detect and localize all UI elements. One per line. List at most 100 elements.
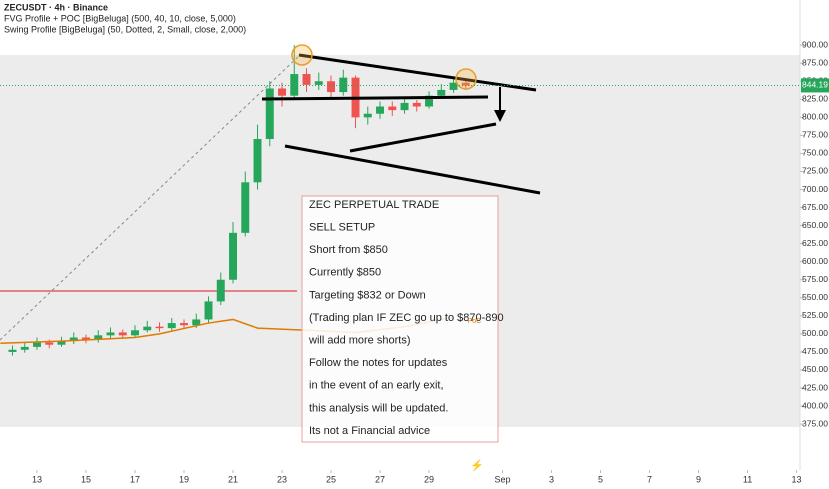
y-tick-label: 575.00	[802, 274, 828, 284]
candle-body	[400, 102, 409, 111]
candle-body	[192, 319, 201, 326]
candle-body	[290, 74, 299, 96]
note-line: Currently $850	[309, 267, 381, 279]
candle-body	[155, 326, 164, 329]
candle-body	[57, 341, 66, 345]
x-tick-label: 9	[696, 474, 701, 484]
candle-body	[302, 74, 311, 85]
candle-body	[363, 113, 372, 118]
x-tick-label: 5	[598, 474, 603, 484]
note-line: Short from $850	[309, 244, 388, 256]
y-tick-label: 400.00	[802, 400, 828, 410]
candle-body	[314, 81, 323, 85]
candle-body	[376, 106, 385, 114]
x-tick-label: 27	[375, 474, 385, 484]
y-tick-label: 450.00	[802, 364, 828, 374]
y-tick-label: 500.00	[802, 328, 828, 338]
candle-body	[253, 138, 262, 183]
y-tick-label: 675.00	[802, 202, 828, 212]
y-tick-label: 525.00	[802, 310, 828, 320]
x-tick-label: 15	[81, 474, 91, 484]
note-line: will add more shorts)	[308, 335, 410, 347]
x-tick-label: 29	[424, 474, 434, 484]
candle-body	[461, 82, 470, 86]
arrow-head	[494, 110, 506, 122]
candle-body	[216, 279, 225, 302]
x-tick-label: 21	[228, 474, 238, 484]
highlight-circle	[455, 68, 477, 90]
candle-body	[69, 337, 78, 342]
x-tick-label: 11	[743, 474, 752, 484]
y-tick-label: 650.00	[802, 220, 828, 230]
candle-body	[265, 88, 274, 139]
candle-body	[229, 232, 237, 280]
note-line: Its not a Financial advice	[309, 425, 430, 437]
candle-body	[278, 88, 287, 96]
x-tick-label: Sep	[495, 474, 511, 484]
candle-body	[204, 301, 213, 320]
note-line: Targeting $832 or Down	[309, 289, 426, 301]
candle-body	[143, 326, 152, 331]
poc-label: PoC	[468, 318, 482, 325]
candle-body	[82, 337, 90, 340]
x-tick-label: 19	[179, 474, 189, 484]
candle-body	[437, 89, 446, 96]
y-tick-label: 800.00	[802, 112, 828, 122]
y-tick-label: 550.00	[802, 292, 828, 302]
note-line: Follow the notes for updates	[309, 357, 448, 369]
last-price-label: 844.19	[802, 80, 828, 90]
candle-body	[449, 82, 458, 90]
y-tick-label: 750.00	[802, 148, 828, 158]
indicator-label: FVG Profile + POC [BigBeluga] (500, 40, …	[4, 13, 236, 23]
x-tick-label: 23	[277, 474, 287, 484]
x-tick-label: 13	[792, 474, 802, 484]
event-icon: ⚡	[470, 459, 484, 472]
note-line: this analysis will be updated.	[309, 402, 448, 414]
y-tick-label: 700.00	[802, 184, 828, 194]
indicator-label: Swing Profile [BigBeluga] (50, Dotted, 2…	[4, 24, 246, 34]
x-tick-label: 3	[549, 474, 554, 484]
symbol-title: ZECUSDT · 4h · Binance	[4, 2, 108, 12]
candle-body	[20, 346, 29, 350]
candle-body	[241, 182, 250, 233]
y-tick-label: 375.00	[802, 418, 828, 428]
candle-body	[131, 330, 139, 336]
trend-line	[284, 144, 541, 195]
note-box	[301, 195, 499, 443]
y-tick-label: 600.00	[802, 256, 828, 266]
x-tick-label: 7	[647, 474, 652, 484]
note-line: ZEC PERPETUAL TRADE	[309, 199, 439, 211]
candle-body	[180, 323, 188, 326]
y-tick-label: 900.00	[802, 39, 828, 49]
y-tick-label: 625.00	[802, 238, 828, 248]
y-tick-label: 875.00	[802, 57, 828, 67]
trend-line	[349, 122, 497, 153]
x-tick-label: 17	[130, 474, 140, 484]
note-line: (Trading plan IF ZEC go up to $870-890	[309, 312, 504, 324]
y-tick-label: 775.00	[802, 130, 828, 140]
candle-body	[33, 342, 41, 347]
y-tick-label: 725.00	[802, 166, 828, 176]
note-line: SELL SETUP	[309, 222, 375, 234]
last-price-box	[801, 78, 829, 93]
candle-body	[167, 323, 176, 329]
trend-line	[298, 53, 537, 92]
y-tick-label: 825.00	[802, 94, 828, 104]
trend-line	[261, 95, 489, 101]
highlight-circle	[291, 44, 313, 66]
note-line: in the event of an early exit,	[309, 380, 444, 392]
candle-body	[388, 106, 397, 111]
candle-body	[425, 95, 434, 107]
swing-line	[0, 54, 301, 341]
candle-body	[412, 102, 421, 107]
candle-body	[118, 332, 127, 336]
candle-body	[106, 332, 115, 336]
candle-body	[45, 342, 54, 345]
candle-body	[94, 335, 103, 340]
candle-body	[339, 77, 348, 93]
candle-body	[8, 349, 17, 352]
candle-body	[327, 81, 336, 93]
y-tick-label: 425.00	[802, 382, 828, 392]
x-tick-label: 25	[326, 474, 336, 484]
